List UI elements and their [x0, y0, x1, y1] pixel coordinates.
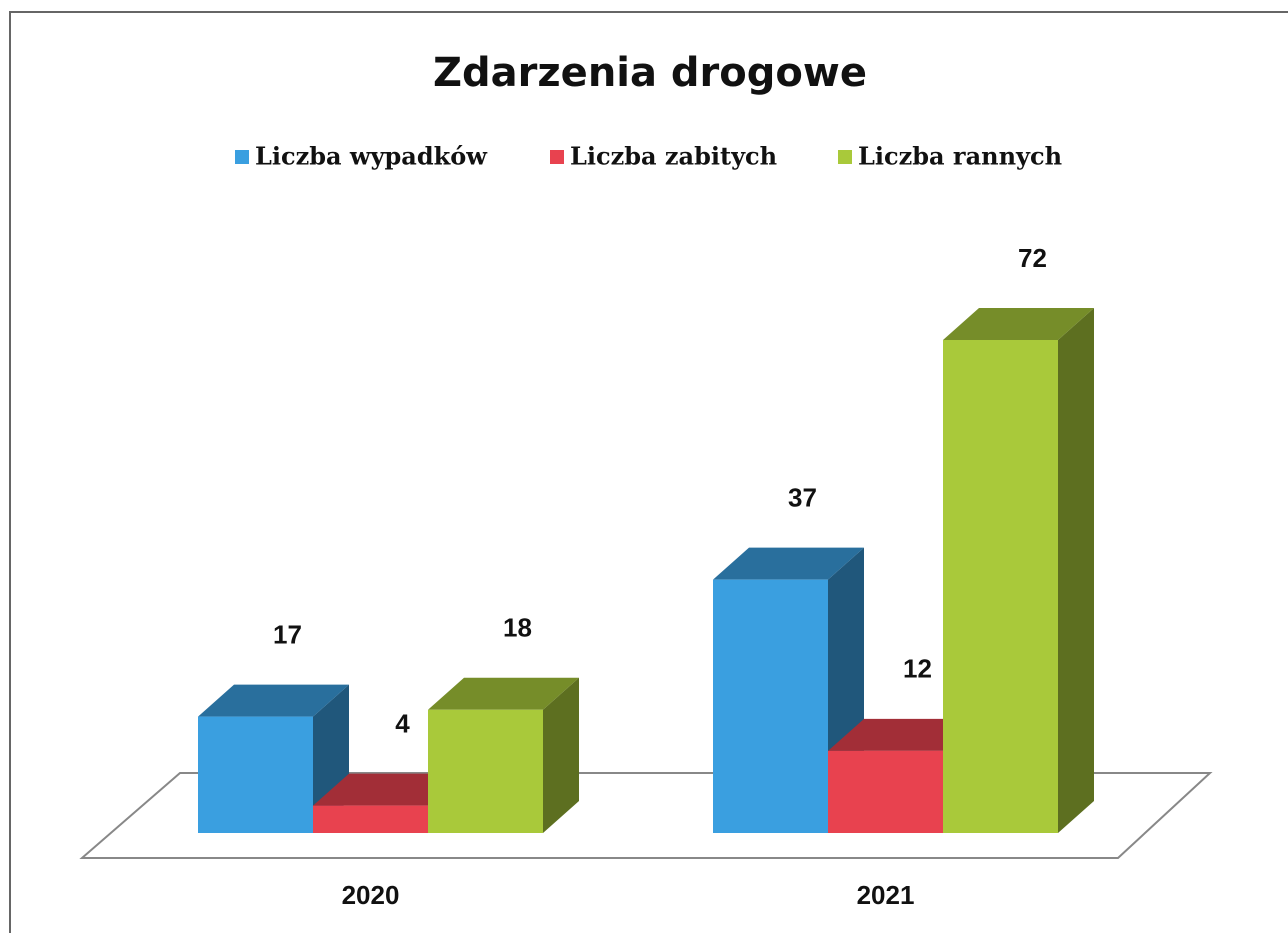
legend-swatch: [550, 150, 564, 164]
bar-front: [428, 709, 543, 833]
bar-top: [943, 308, 1094, 340]
bar-front: [313, 805, 428, 833]
bar-front: [943, 340, 1058, 833]
data-label: 17: [273, 619, 302, 649]
data-label: 12: [903, 654, 932, 684]
data-label: 37: [788, 483, 817, 513]
bar-top: [428, 677, 579, 710]
bar-top: [198, 684, 349, 717]
bar: [198, 684, 349, 833]
legend-swatch: [838, 150, 852, 164]
data-label: 4: [395, 708, 410, 738]
legend-label: Liczba rannych: [858, 142, 1062, 171]
x-tick-label: 2020: [342, 880, 400, 910]
data-label: 72: [1018, 243, 1047, 273]
bar: [428, 677, 579, 833]
bar-front: [828, 750, 943, 833]
bar-front: [713, 579, 828, 833]
bar-top: [713, 547, 864, 580]
bar-front: [198, 716, 313, 833]
data-label: 18: [503, 613, 532, 643]
x-tick-label: 2021: [857, 880, 915, 910]
bar-top: [313, 773, 464, 806]
chart-title: Zdarzenia drogowe: [433, 50, 867, 96]
bar-top: [828, 718, 979, 751]
bar-side: [1058, 308, 1094, 833]
legend-swatch: [235, 150, 249, 164]
bar-side: [543, 677, 579, 833]
legend-label: Liczba zabitych: [570, 142, 777, 171]
bar: [943, 308, 1094, 833]
legend-label: Liczba wypadków: [255, 142, 488, 171]
